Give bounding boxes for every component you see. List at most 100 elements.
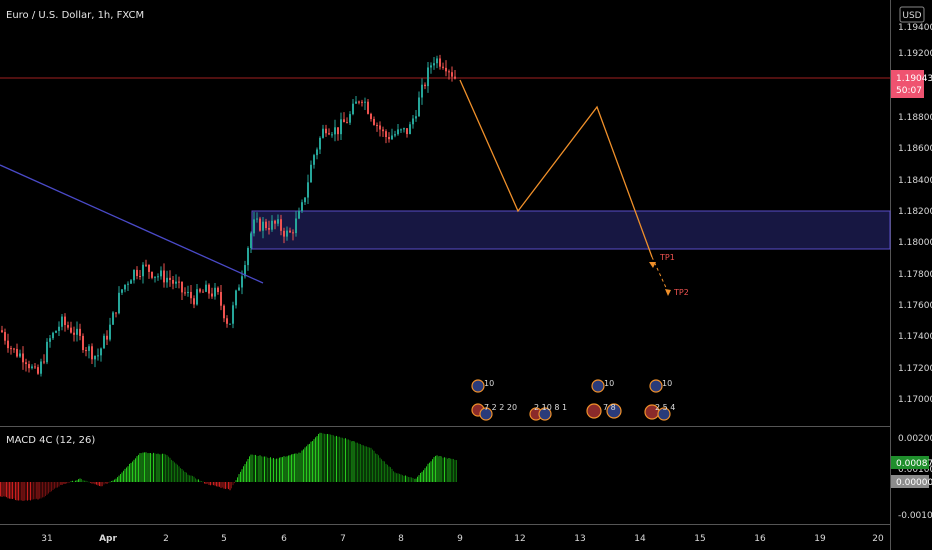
candle-body	[1, 330, 3, 333]
macd-bar	[142, 452, 144, 482]
macd-bar	[160, 454, 162, 482]
macd-bar	[327, 433, 328, 482]
candle-body	[415, 116, 417, 119]
candle-body	[193, 298, 195, 305]
macd-bar	[189, 475, 190, 482]
macd-bar	[394, 472, 396, 482]
eu-flag-icon[interactable]	[591, 379, 605, 393]
economic-events[interactable]: 10 7 2 2 20 2 10 8 1 10 7 8 10 2 5 4	[471, 379, 675, 421]
macd-bar	[367, 447, 369, 482]
candle-body	[451, 72, 453, 77]
last-price-badge	[891, 70, 924, 98]
macd-bar	[409, 477, 411, 482]
candle-body	[34, 366, 36, 368]
macd-bar	[448, 458, 450, 482]
eu-flag-icon[interactable]	[649, 379, 663, 393]
macd-bar	[291, 454, 292, 482]
macd-bar	[360, 444, 361, 482]
macd-bar	[94, 482, 96, 485]
macd-bar	[214, 482, 216, 486]
event-group[interactable]: 10 7 2 2 20	[471, 379, 517, 421]
supply-demand-zone[interactable]	[251, 210, 891, 250]
candle-body	[397, 129, 399, 135]
candle-body	[286, 230, 288, 237]
candle-body	[271, 220, 273, 230]
candle-body	[238, 287, 240, 291]
candle-body	[202, 291, 204, 293]
macd-bar	[70, 481, 72, 482]
price-tick: 1.17400	[898, 332, 932, 342]
candle-body	[37, 367, 39, 374]
time-tick: 6	[281, 534, 287, 544]
candle-body	[235, 290, 237, 306]
macd-bar	[136, 456, 138, 482]
candle-body	[421, 84, 423, 98]
macd-bar	[390, 467, 391, 482]
macd-bar	[24, 482, 25, 501]
macd-bar	[106, 482, 108, 484]
macd-bar	[244, 464, 246, 482]
currency-button[interactable]	[899, 6, 925, 23]
macd-bar	[129, 463, 130, 482]
us-flag-icon[interactable]	[586, 403, 602, 419]
macd-bar	[438, 456, 439, 482]
macd-bar	[186, 472, 187, 482]
macd-bar	[354, 441, 355, 482]
macd-bar	[312, 441, 313, 482]
event-group[interactable]: 10 7 8	[586, 379, 622, 419]
candle-body	[418, 97, 420, 117]
candle-body	[250, 233, 252, 249]
price-axis[interactable]: 1.19400 1.19200 1.18800 1.18600 1.18400 …	[898, 23, 932, 405]
event-group[interactable]: 2 10 8 1	[529, 403, 567, 421]
macd-bar	[445, 457, 447, 482]
macd-bar	[342, 437, 343, 482]
macd-bar	[406, 476, 408, 482]
macd-bar	[333, 435, 334, 482]
macd-bar	[121, 472, 123, 482]
macd-bar	[9, 482, 10, 499]
candle-body	[427, 67, 429, 87]
macd-bar	[393, 471, 394, 482]
candle-body	[442, 66, 444, 68]
candle-body	[118, 292, 120, 314]
macd-bar	[196, 479, 198, 482]
event-group[interactable]: 10 2 5 4	[644, 379, 675, 421]
macd-bar	[78, 479, 79, 482]
eu-flag-icon[interactable]	[471, 379, 485, 393]
macd-tick: 0.00100	[898, 465, 932, 475]
candle-body	[310, 164, 312, 183]
eu-flag-icon[interactable]	[606, 403, 622, 419]
macd-bar	[52, 482, 54, 490]
eu-flag-icon[interactable]	[538, 407, 552, 421]
macd-bar	[105, 482, 106, 484]
eu-flag-icon[interactable]	[479, 407, 493, 421]
macd-bar	[39, 482, 40, 499]
macd-bar	[12, 482, 13, 499]
candle-body	[94, 355, 96, 360]
candle-body	[247, 248, 249, 266]
macd-bar	[295, 453, 297, 482]
eu-flag-icon[interactable]	[657, 407, 671, 421]
trendline[interactable]	[0, 164, 264, 284]
candle-body	[28, 364, 30, 369]
macd-bar	[144, 452, 145, 482]
macd-bar	[166, 455, 168, 482]
macd-bar	[190, 475, 192, 482]
macd-bar	[453, 458, 454, 482]
time-axis[interactable]: 31 Apr 2 5 6 7 8 9 12 13 14 15 16 19 20	[41, 534, 884, 544]
macd-bar	[280, 457, 282, 482]
macd-bar	[399, 473, 400, 482]
projection-path[interactable]	[459, 79, 653, 258]
macd-bar	[265, 456, 267, 482]
candle-body	[157, 276, 159, 278]
candle-body	[316, 149, 318, 156]
macd-bar	[19, 482, 21, 501]
macd-bar	[145, 452, 147, 482]
macd-bar	[99, 482, 100, 487]
macd-bar	[141, 453, 142, 482]
macd-bar	[45, 482, 46, 497]
candle-body	[109, 324, 111, 340]
macd-bar	[48, 482, 49, 494]
macd-bar	[228, 482, 229, 490]
